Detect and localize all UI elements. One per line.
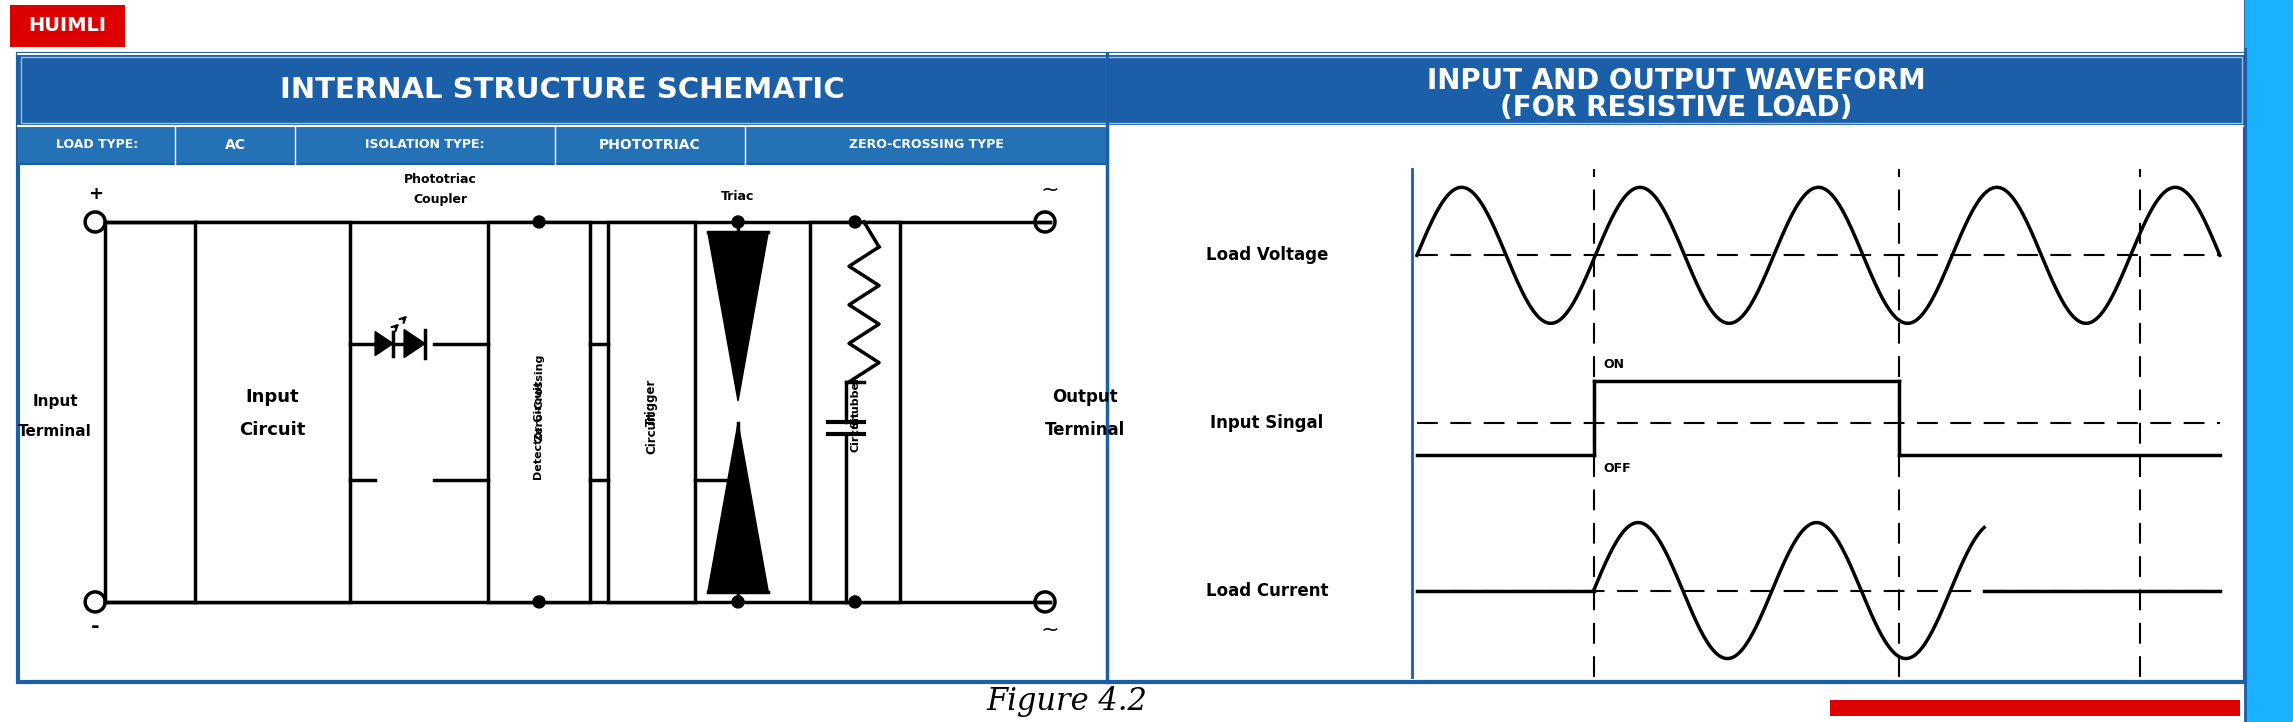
Bar [488,222,589,602]
Text: ~: ~ [1041,180,1059,200]
Circle shape [532,216,546,228]
Text: Phototriac: Phototriac [404,173,477,186]
Text: Trigger: Trigger [644,378,658,426]
Text: Circuit: Circuit [644,410,658,453]
Text: OFF: OFF [1603,462,1630,475]
Bar [1830,700,2240,716]
Text: Input Singal: Input Singal [1211,414,1323,432]
Text: +: + [87,185,103,203]
Bar [2245,0,2293,48]
Text: Terminal: Terminal [1046,421,1126,439]
Text: Terminal: Terminal [18,425,92,440]
Text: PHOTOTRIAC: PHOTOTRIAC [598,138,702,152]
Text: ~: ~ [1041,620,1059,640]
Text: LOAD TYPE:: LOAD TYPE: [55,139,138,152]
Text: Output: Output [1052,388,1117,406]
Circle shape [731,596,743,608]
Text: Triac: Triac [722,191,754,204]
Circle shape [848,596,862,608]
Bar [608,222,695,602]
Text: Input: Input [245,388,300,406]
Text: (FOR RESISTIVE LOAD): (FOR RESISTIVE LOAD) [1500,94,1853,122]
Polygon shape [709,232,768,401]
Text: INPUT AND OUTPUT WAVEFORM: INPUT AND OUTPUT WAVEFORM [1426,67,1926,95]
Text: Load Voltage: Load Voltage [1206,246,1328,264]
Bar [18,126,1108,164]
Text: Input: Input [32,394,78,409]
Text: Circuit: Circuit [851,412,860,453]
Text: ZERO-CROSSING TYPE: ZERO-CROSSING TYPE [848,139,1004,152]
Text: INTERNAL STRUCTURE SCHEMATIC: INTERNAL STRUCTURE SCHEMATIC [280,76,844,104]
Circle shape [731,216,743,228]
Polygon shape [709,423,768,592]
Text: -: - [92,617,99,637]
Text: Load Current: Load Current [1206,581,1328,599]
Text: Circuit: Circuit [238,421,305,439]
Text: Figure 4.2: Figure 4.2 [986,687,1146,718]
Polygon shape [404,329,424,357]
Text: Detector Circuit: Detector Circuit [534,380,543,479]
Polygon shape [376,331,392,355]
Bar [809,222,901,602]
Bar [21,57,2243,123]
Text: AC: AC [225,138,245,152]
Bar [195,222,351,602]
Bar [2245,0,2293,722]
Circle shape [848,216,862,228]
Text: ON: ON [1603,358,1626,371]
Text: HUIMLI: HUIMLI [28,17,108,35]
Bar [18,54,2245,682]
Bar [9,5,126,47]
Text: Snubber: Snubber [851,375,860,428]
Circle shape [532,596,546,608]
Bar [1108,54,2245,126]
Text: Coupler: Coupler [413,193,468,206]
Text: ISOLATION TYPE:: ISOLATION TYPE: [365,139,484,152]
Text: Zero-Crossing: Zero-Crossing [534,353,543,440]
Bar [18,54,1108,126]
